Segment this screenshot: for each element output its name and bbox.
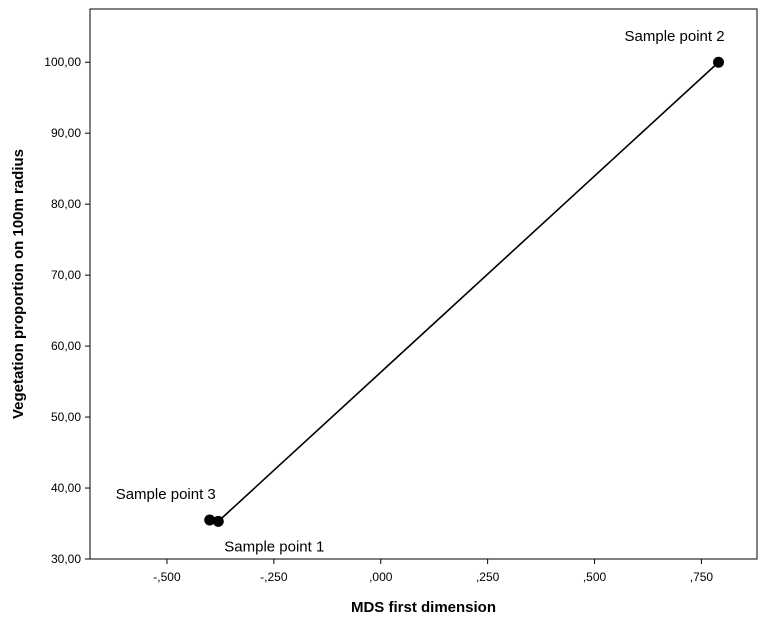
plot-frame [89, 8, 758, 560]
y-tick-label: 50,00 [51, 410, 81, 424]
data-point [713, 56, 725, 68]
x-tick-label: -,500 [153, 570, 181, 584]
x-tick-label: -,250 [260, 570, 288, 584]
data-point-label: Sample point 1 [224, 538, 324, 555]
x-tick-label: ,750 [690, 570, 714, 584]
data-point-labels: Sample point 3 Sample point 1 Sample point… [116, 28, 725, 555]
x-axis-title: MDS first dimension [351, 599, 496, 616]
series-line [209, 61, 720, 523]
x-tick-label: ,250 [476, 570, 500, 584]
data-points [204, 56, 725, 527]
y-tick-label: 90,00 [51, 126, 81, 140]
data-point [212, 515, 224, 527]
y-tick-label: 80,00 [51, 197, 81, 211]
y-axis-title: Vegetation proportion on 100m radius [10, 149, 27, 419]
y-tick-label: 40,00 [51, 481, 81, 495]
data-point-label: Sample point 3 [116, 486, 216, 503]
data-point-label: Sample point 2 [625, 28, 725, 45]
y-tick-label: 100,00 [44, 55, 81, 69]
y-tick-label: 60,00 [51, 339, 81, 353]
y-axis-ticks: 30,00 40,00 50,00 60,00 70,00 80,00 90,00 100,0… [44, 55, 90, 566]
x-axis-ticks: -,500 -,250 ,000 ,250 ,500 ,750 [153, 559, 713, 584]
x-tick-label: ,500 [583, 570, 607, 584]
y-tick-label: 70,00 [51, 268, 81, 282]
y-tick-label: 30,00 [51, 552, 81, 566]
x-tick-label: ,000 [369, 570, 393, 584]
data-point [204, 514, 216, 526]
